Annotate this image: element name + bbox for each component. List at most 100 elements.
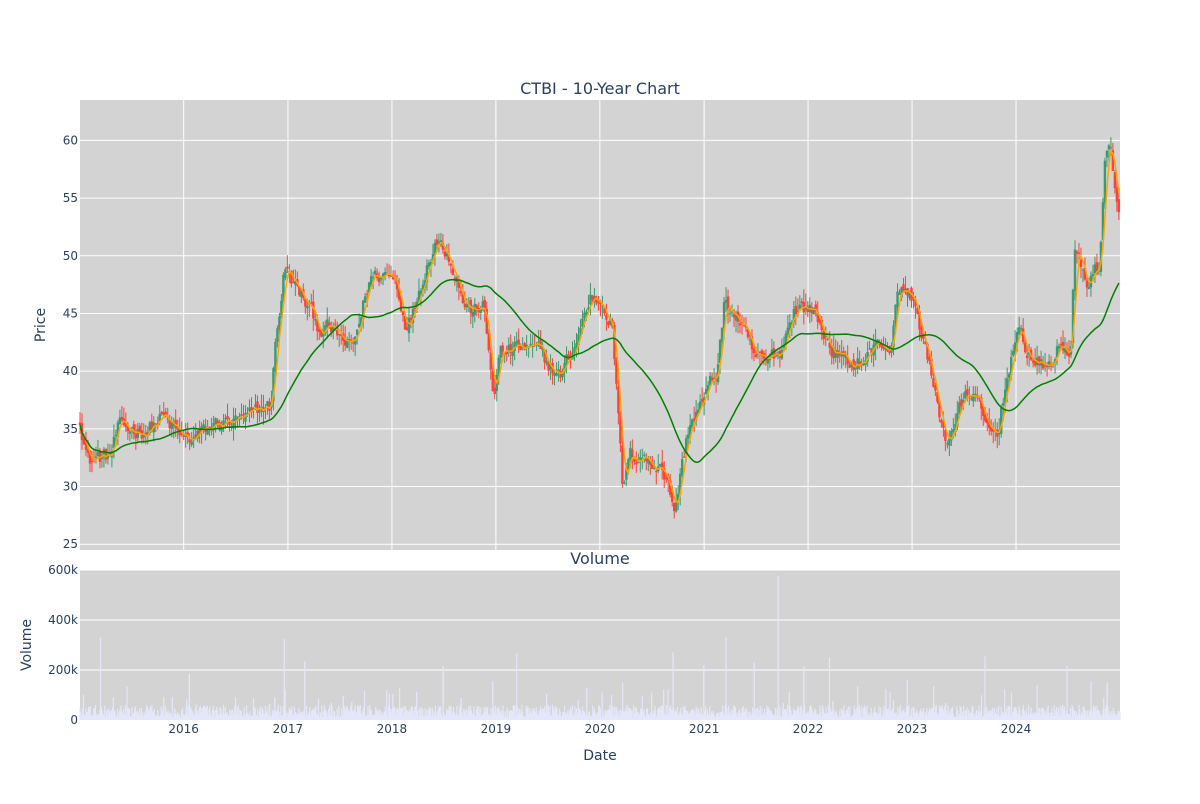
candle-body <box>357 323 361 328</box>
volume-bar <box>645 708 648 720</box>
volume-bar <box>1022 705 1025 720</box>
volume-bar <box>402 716 404 720</box>
volume-bar <box>794 710 796 720</box>
volume-bar <box>709 706 711 720</box>
candle-body <box>928 357 931 362</box>
volume-bar <box>725 637 727 720</box>
volume-bar <box>682 706 684 720</box>
volume-bar <box>1057 708 1060 720</box>
candle-body <box>680 459 684 476</box>
candle-body <box>371 277 375 279</box>
volume-bar <box>285 710 287 720</box>
volume-bar <box>619 708 621 720</box>
volume-bar <box>535 707 537 720</box>
volume-bar <box>933 712 936 720</box>
volume-bar <box>970 712 972 720</box>
volume-bar <box>225 713 227 720</box>
volume-bar <box>972 706 974 720</box>
volume-bar <box>451 711 453 720</box>
volume-bar <box>246 712 249 720</box>
volume-bar <box>307 713 309 720</box>
volume-bar <box>551 714 553 720</box>
candle-body <box>202 424 205 429</box>
candle-body <box>351 342 355 344</box>
volume-bar <box>1082 706 1084 720</box>
volume-bar <box>1089 712 1091 720</box>
volume-bar <box>827 713 829 720</box>
volume-bar <box>880 716 883 720</box>
candle-body <box>682 456 686 458</box>
volume-bar <box>177 715 179 720</box>
volume-bar <box>212 705 214 720</box>
volume-bar <box>816 713 819 720</box>
volume-bar <box>126 686 128 720</box>
volume-bar <box>820 711 822 720</box>
candle-body <box>605 315 608 320</box>
volume-bar <box>939 705 941 720</box>
volume-bar <box>1095 710 1097 720</box>
volume-bar <box>453 711 455 720</box>
volume-bar <box>892 708 894 720</box>
volume-bar <box>517 713 519 720</box>
volume-bar <box>1064 715 1066 720</box>
volume-bar <box>145 709 147 720</box>
candle-body <box>1017 327 1021 335</box>
volume-bar <box>893 713 895 720</box>
volume-bar <box>786 704 789 720</box>
volume-bar <box>387 705 390 720</box>
volume-bar <box>771 713 773 720</box>
candle-body <box>411 308 415 324</box>
volume-bar <box>642 712 644 720</box>
volume-bar <box>1010 717 1012 720</box>
candle-body <box>369 276 373 286</box>
volume-bar <box>624 708 626 720</box>
x-tick-label: 2023 <box>897 722 928 736</box>
volume-bar <box>194 708 196 720</box>
candle-body <box>962 400 965 403</box>
volume-bar <box>628 707 630 720</box>
volume-bar <box>99 709 101 720</box>
volume-bar <box>303 710 305 720</box>
volume-bar <box>195 704 197 720</box>
candle-body <box>507 345 510 353</box>
volume-bar <box>880 707 882 720</box>
volume-bar <box>81 708 84 720</box>
volume-bar <box>1107 707 1109 720</box>
volume-bar <box>581 706 584 720</box>
candle-body <box>557 369 560 373</box>
volume-bar <box>262 709 264 720</box>
volume-bar <box>1049 716 1051 720</box>
volume-bar <box>977 711 979 720</box>
candle-body <box>720 327 724 343</box>
volume-bar <box>834 711 837 720</box>
volume-bar <box>467 709 469 720</box>
candle-body <box>168 419 171 429</box>
volume-bar <box>1091 708 1093 720</box>
candle-body <box>403 315 407 330</box>
candle-body <box>383 272 387 277</box>
volume-bar <box>1088 710 1090 720</box>
volume-bar <box>854 709 856 720</box>
volume-bar <box>770 710 772 720</box>
volume-bar <box>974 712 977 720</box>
volume-bar <box>718 716 720 720</box>
candle-body <box>924 341 927 345</box>
candle-body <box>722 301 726 328</box>
volume-bar <box>540 711 543 720</box>
candle-body <box>1055 346 1059 358</box>
volume-bar <box>572 714 574 720</box>
candle-body <box>182 435 185 437</box>
volume-bar <box>729 715 731 720</box>
volume-bar <box>216 709 219 720</box>
candle-body <box>591 295 594 301</box>
volume-bar <box>683 708 685 720</box>
candle-body <box>479 309 482 313</box>
candle-body <box>1019 328 1023 330</box>
candle-body <box>483 300 486 313</box>
volume-bar <box>1076 716 1078 720</box>
volume-bar <box>113 710 115 720</box>
volume-bar <box>519 709 521 720</box>
candle-body <box>732 312 736 318</box>
volume-bar <box>483 707 485 720</box>
volume-bar <box>569 707 572 720</box>
